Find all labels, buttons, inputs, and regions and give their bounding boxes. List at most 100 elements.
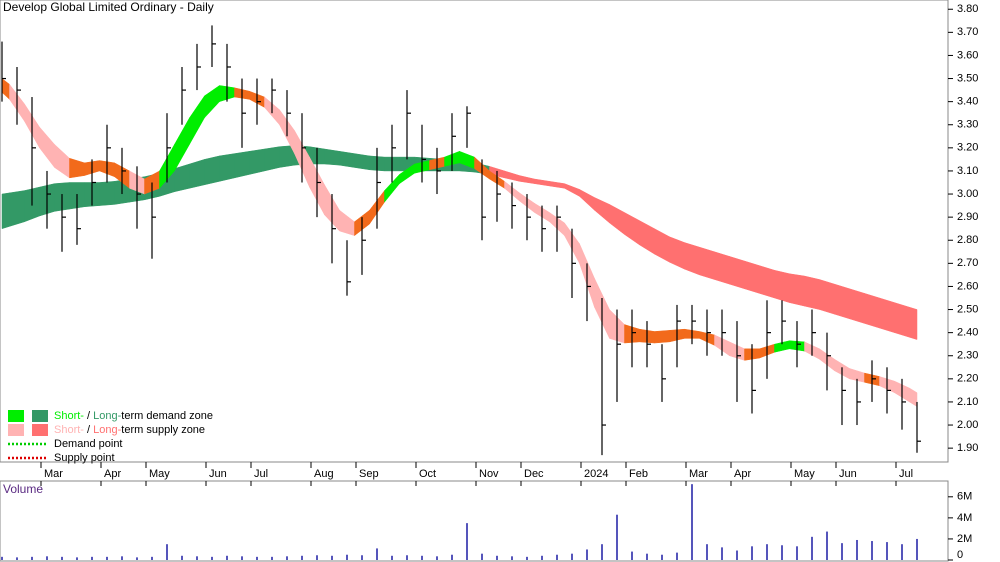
- x-tick-label: Mar: [44, 468, 63, 480]
- volume-bar: [316, 555, 318, 560]
- volume-bar: [286, 556, 288, 560]
- legend-text: Short-: [54, 410, 84, 422]
- legend-text: term supply zone: [121, 424, 205, 436]
- y-tick-label: 2.20: [957, 373, 978, 385]
- legend-label: Short- / Long-term demand zone: [54, 410, 213, 422]
- volume-bar: [226, 555, 228, 560]
- volume-bar: [676, 552, 678, 560]
- volume-bar: [751, 546, 753, 560]
- x-tick-label: 2024: [584, 468, 608, 480]
- volume-bar: [706, 544, 708, 560]
- legend-label: Supply point: [54, 452, 115, 464]
- volume-bar: [631, 551, 633, 560]
- volume-bar: [16, 557, 18, 560]
- long-term-zone: [849, 288, 865, 324]
- y-tick-label: 3.30: [957, 119, 978, 131]
- volume-bar: [346, 554, 348, 560]
- volume-bar: [556, 554, 558, 560]
- long-term-zone: [684, 242, 700, 276]
- y-tick-label: 2.90: [957, 211, 978, 223]
- long-term-zone: [744, 260, 760, 294]
- volume-panel: [0, 480, 949, 562]
- volume-bar: [331, 555, 333, 560]
- y-tick-label: 3.60: [957, 49, 978, 61]
- volume-bar: [571, 553, 573, 560]
- volume-bar: [526, 556, 528, 560]
- long-term-zone: [264, 146, 280, 172]
- legend-text: Long-: [93, 410, 121, 422]
- volume-bar: [766, 544, 768, 560]
- volume-bar: [76, 557, 78, 560]
- long-term-zone: [834, 283, 850, 320]
- x-tick-label: Apr: [734, 468, 751, 480]
- volume-bar: [196, 556, 198, 560]
- volume-bar: [616, 514, 618, 560]
- volume-bar: [496, 555, 498, 560]
- volume-bar: [271, 556, 273, 560]
- x-tick-label: Jun: [839, 468, 857, 480]
- x-tick-label: Apr: [104, 468, 121, 480]
- long-term-zone: [1, 192, 10, 230]
- volume-bar: [811, 536, 813, 560]
- x-tick-label: Sep: [359, 468, 379, 480]
- volume-bar: [376, 548, 378, 560]
- volume-bar: [1, 556, 3, 560]
- legend-text: /: [84, 424, 93, 436]
- x-tick-label: Feb: [629, 468, 648, 480]
- long-term-zone: [354, 153, 370, 171]
- x-tick-label: Dec: [524, 468, 544, 480]
- long-term-zone: [339, 151, 355, 168]
- short-term-zone: [654, 330, 670, 344]
- volume-bar: [151, 556, 153, 560]
- y-tick-label: 2.00: [957, 419, 978, 431]
- volume-tick-label: 2M: [957, 533, 972, 545]
- long-term-zone: [204, 155, 220, 186]
- volume-bar: [661, 554, 663, 560]
- legend-text: /: [84, 410, 93, 422]
- volume-bar: [481, 553, 483, 560]
- volume-bar: [136, 557, 138, 560]
- y-tick-label: 1.90: [957, 442, 978, 454]
- x-tick-label: Aug: [314, 468, 334, 480]
- volume-bar: [46, 556, 48, 560]
- volume-bar: [646, 553, 648, 560]
- volume-tick-label: 4M: [957, 512, 972, 524]
- legend-text: term demand zone: [121, 410, 213, 422]
- legend-swatch: [32, 424, 48, 436]
- volume-bar: [361, 555, 363, 560]
- volume-bar: [406, 555, 408, 560]
- volume-bar: [91, 556, 93, 560]
- long-term-zone: [189, 159, 205, 189]
- volume-bar: [736, 550, 738, 560]
- long-term-zone: [99, 181, 115, 206]
- volume-bar: [841, 543, 843, 560]
- x-tick-label: Jul: [899, 468, 913, 480]
- long-term-zone: [714, 251, 730, 285]
- y-tick-label: 3.40: [957, 96, 978, 108]
- y-tick-label: 2.60: [957, 280, 978, 292]
- volume-bar: [256, 556, 258, 560]
- x-tick-label: Mar: [689, 468, 708, 480]
- volume-bar: [211, 556, 213, 560]
- volume-bar: [391, 555, 393, 560]
- y-tick-label: 3.50: [957, 72, 978, 84]
- volume-bar: [871, 541, 873, 560]
- long-term-zone: [729, 256, 745, 290]
- long-term-zone: [174, 163, 190, 193]
- volume-bar: [241, 556, 243, 560]
- volume-bar: [826, 531, 828, 560]
- legend-text: Demand point: [54, 438, 123, 450]
- volume-bar: [511, 556, 513, 560]
- x-tick-label: May: [149, 468, 170, 480]
- price-panel: [0, 0, 949, 463]
- long-term-zone: [864, 293, 880, 329]
- volume-bar: [781, 545, 783, 560]
- volume-bar: [31, 556, 33, 560]
- volume-bar: [466, 523, 468, 560]
- long-term-zone: [804, 275, 820, 310]
- y-tick-label: 3.00: [957, 188, 978, 200]
- volume-bar: [121, 556, 123, 560]
- legend-swatch: [8, 410, 24, 422]
- legend-label: Demand point: [54, 438, 123, 450]
